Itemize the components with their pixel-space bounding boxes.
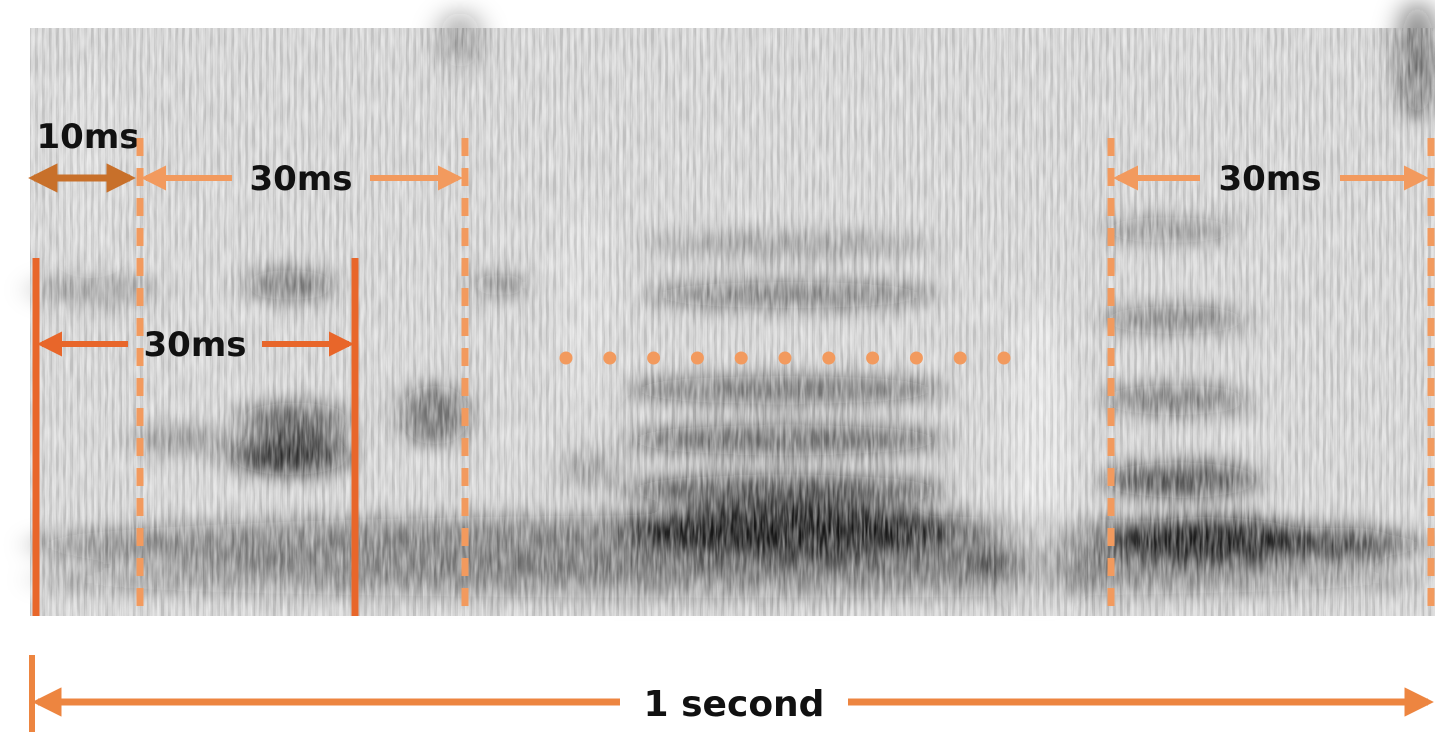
continuation-dot [559,351,573,365]
spectrogram-noise [30,28,1435,616]
continuation-dot [647,351,661,365]
continuation-dot [953,351,967,365]
step-label: 10ms [37,117,140,157]
last-window-label: 30ms [1219,159,1322,199]
continuation-dot [822,351,836,365]
continuation-dot [997,351,1011,365]
continuation-dot [778,351,792,365]
span-label: 1 second [644,684,825,725]
continuation-dot [734,351,748,365]
continuation-dot [603,351,617,365]
second-window-label: 30ms [250,159,353,199]
continuation-dot [909,351,923,365]
spectrogram-image [30,0,1435,616]
first-window-label: 30ms [144,325,247,365]
continuation-dot [866,351,880,365]
continuation-dots [559,351,1011,365]
continuation-dot [690,351,704,365]
